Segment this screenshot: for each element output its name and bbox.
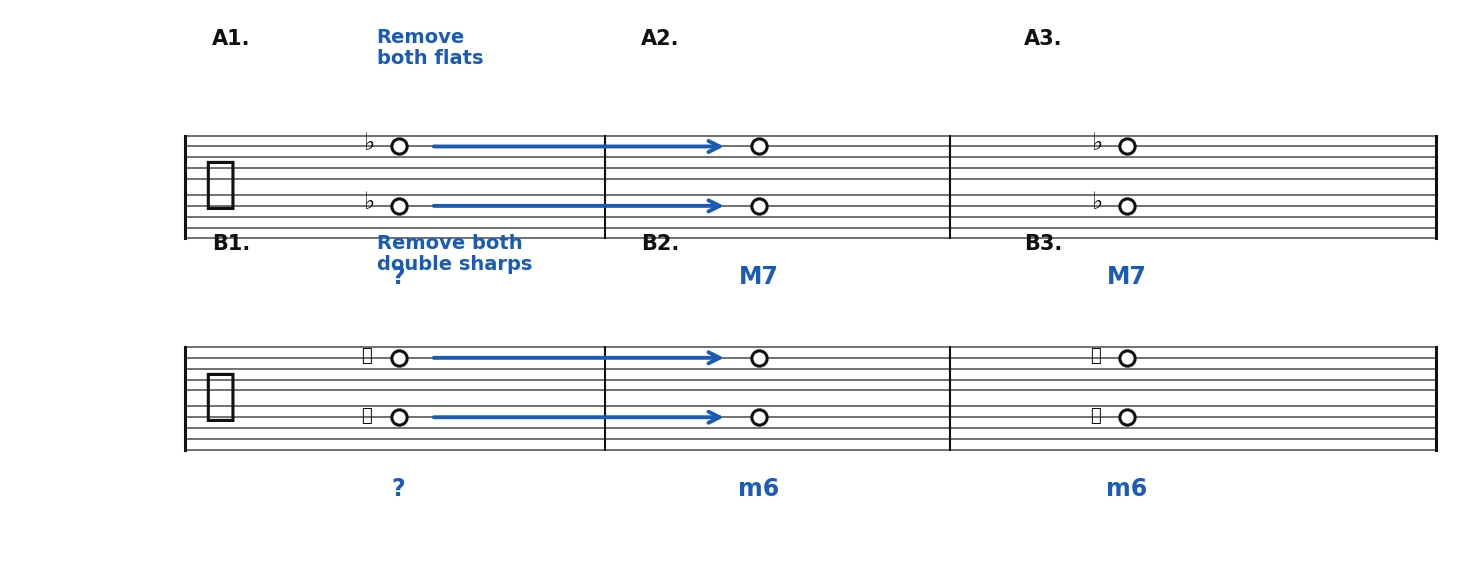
Text: 𝄪: 𝄪	[1089, 347, 1101, 365]
Text: m6: m6	[738, 476, 780, 501]
Text: A3.: A3.	[1024, 29, 1063, 49]
Text: M7: M7	[1107, 265, 1147, 289]
Text: B2.: B2.	[641, 234, 680, 254]
Text: m6: m6	[1107, 476, 1147, 501]
Text: 𝄪: 𝄪	[361, 347, 371, 365]
Text: both flats: both flats	[376, 49, 483, 68]
Text: Remove both: Remove both	[376, 234, 522, 253]
Text: 𝄢: 𝄢	[203, 370, 236, 424]
Text: A1.: A1.	[212, 29, 251, 49]
Text: ?: ?	[392, 476, 405, 501]
Text: ♭: ♭	[364, 130, 374, 154]
Text: 𝄢: 𝄢	[203, 158, 236, 212]
Text: A2.: A2.	[641, 29, 680, 49]
Text: M7: M7	[738, 265, 778, 289]
Text: 𝄪: 𝄪	[1089, 406, 1101, 425]
Text: ?: ?	[392, 265, 405, 289]
Text: Remove: Remove	[376, 28, 464, 47]
Text: double sharps: double sharps	[376, 255, 532, 274]
Text: 𝄪: 𝄪	[361, 406, 371, 425]
Text: ♭: ♭	[364, 190, 374, 214]
Text: ♭: ♭	[1092, 190, 1104, 214]
Text: ♭: ♭	[1092, 130, 1104, 154]
Text: B1.: B1.	[212, 234, 251, 254]
Text: B3.: B3.	[1024, 234, 1063, 254]
